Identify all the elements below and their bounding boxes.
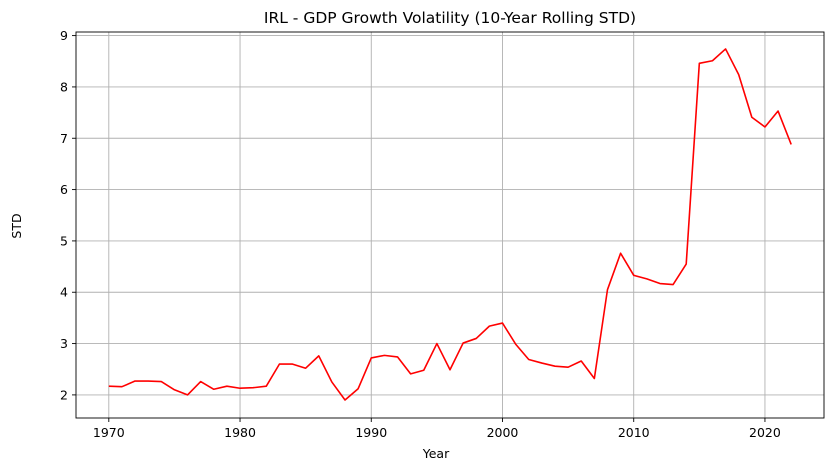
x-tick-label: 1980 <box>224 425 256 440</box>
plot-frame <box>75 31 825 419</box>
chart-title: IRL - GDP Growth Volatility (10-Year Rol… <box>264 9 636 27</box>
y-tick-label: 9 <box>60 28 68 43</box>
y-axis-label: STD <box>9 213 24 238</box>
y-tick-label: 5 <box>60 233 68 248</box>
x-tick-label: 2000 <box>487 425 519 440</box>
x-tick-label: 1970 <box>93 425 125 440</box>
y-tick-label: 3 <box>60 336 68 351</box>
x-tick-label: 2010 <box>618 425 650 440</box>
grid <box>76 32 824 418</box>
y-tick-label: 4 <box>60 285 68 300</box>
series-layer <box>108 48 792 401</box>
x-tick-label: 1990 <box>355 425 387 440</box>
y-tick-label: 8 <box>60 79 68 94</box>
y-tick-label: 6 <box>60 182 68 197</box>
series-line <box>108 48 792 401</box>
x-axis: 1970 1980 1990 2000 2010 2020 <box>93 418 781 440</box>
y-tick-label: 7 <box>60 131 68 146</box>
y-tick-label: 2 <box>60 387 68 402</box>
x-tick-label: 2020 <box>749 425 781 440</box>
y-axis: 2 3 4 5 6 7 8 9 <box>60 28 76 402</box>
x-axis-label: Year <box>422 446 450 461</box>
